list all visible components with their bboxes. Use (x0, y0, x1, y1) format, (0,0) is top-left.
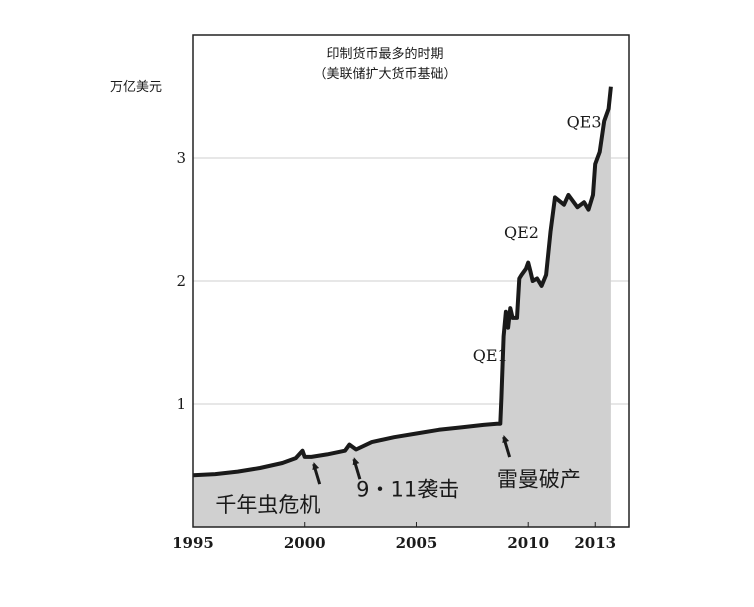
x-tick-label: 1995 (172, 534, 214, 552)
chart-title: 印制货币最多的时期 (326, 46, 443, 62)
chart-subtitle: （美联储扩大货币基础） (313, 66, 456, 82)
event-label: 雷曼破产 (497, 467, 581, 491)
area-layer (192, 86, 613, 527)
x-tick-label: 2000 (284, 534, 326, 552)
y-axis-label: 万亿美元 (110, 80, 162, 95)
qe-annotation: QE1 (473, 346, 508, 365)
y-tick-label: 2 (176, 272, 186, 290)
series-line (192, 86, 613, 478)
x-tick-label: 2013 (574, 534, 616, 552)
qe-annotation: QE2 (504, 223, 539, 242)
plot-frame (192, 34, 630, 528)
series-area-fill (193, 86, 611, 527)
y-tick-label: 1 (176, 395, 186, 413)
annotation-layer: QE1 QE2 QE3 千年虫危机 9・11袭击 雷曼破产 (215, 112, 601, 517)
event-label: 9・11袭击 (356, 477, 459, 501)
event-label: 千年虫危机 (215, 493, 320, 517)
y-tick-label: 3 (176, 149, 186, 167)
event-arrow-head (312, 462, 320, 471)
qe-annotation: QE3 (567, 112, 602, 131)
ticks-layer: 1 2 3 1995 2000 2005 2010 2013 (172, 149, 616, 552)
x-tick-label: 2005 (396, 534, 438, 552)
event-arrow-head (502, 435, 510, 443)
x-tick-label: 2010 (507, 534, 549, 552)
event-arrow-head (352, 457, 360, 466)
